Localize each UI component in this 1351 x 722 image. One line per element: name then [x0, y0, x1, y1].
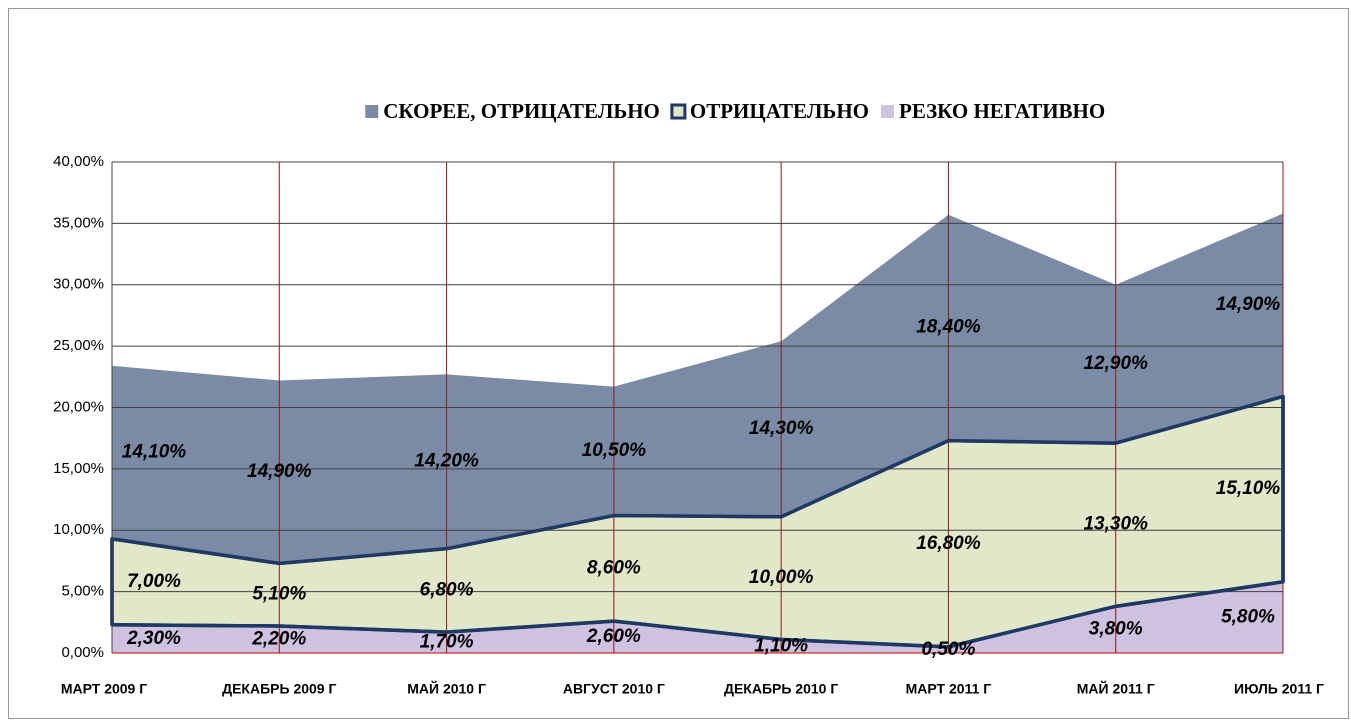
- legend-label: РЕЗКО НЕГАТИВНО: [899, 99, 1105, 123]
- value-label: 1,10%: [754, 635, 808, 656]
- y-tick-label: 0,00%: [61, 644, 104, 661]
- area: [112, 581, 1283, 653]
- value-label: 2,60%: [586, 626, 641, 647]
- y-tick-label: 10,00%: [53, 521, 104, 538]
- value-label: 2,30%: [126, 628, 181, 649]
- x-tick-label: МАЙ 2011 Г: [1077, 680, 1155, 697]
- value-label: 6,80%: [420, 579, 474, 600]
- y-tick-label: 30,00%: [53, 276, 104, 293]
- value-label: 1,70%: [420, 632, 474, 653]
- value-label: 10,00%: [749, 567, 814, 588]
- x-tick-label: ИЮЛЬ 2011 Г: [1234, 681, 1324, 697]
- y-tick-label: 35,00%: [53, 214, 104, 231]
- area-outline: [110, 394, 1285, 649]
- value-label: 12,90%: [1083, 353, 1148, 374]
- value-label: 5,10%: [252, 584, 306, 605]
- value-label: 14,10%: [122, 441, 187, 462]
- legend-label: ОТРИЦАТЕЛЬНО: [690, 99, 869, 123]
- x-tick-label: МАРТ 2011 Г: [906, 681, 992, 697]
- value-label: 3,80%: [1089, 619, 1143, 640]
- x-tick-label: МАЙ 2010 Г: [407, 680, 486, 697]
- value-label: 0,50%: [921, 639, 975, 660]
- y-tick-label: 25,00%: [53, 337, 104, 354]
- value-label: 7,00%: [127, 571, 181, 592]
- value-label: 10,50%: [582, 440, 647, 461]
- value-label: 13,30%: [1083, 514, 1148, 535]
- value-label: 8,60%: [587, 557, 641, 578]
- value-label: 14,90%: [247, 461, 312, 482]
- y-tick-label: 40,00%: [53, 153, 104, 170]
- value-label: 5,80%: [1221, 606, 1275, 627]
- x-tick-label: ДЕКАБРЬ 2010 Г: [724, 681, 838, 697]
- value-label: 2,20%: [251, 629, 306, 650]
- y-tick-label: 20,00%: [53, 398, 104, 415]
- area: [112, 213, 1283, 564]
- legend-swatch: [881, 105, 894, 118]
- legend-swatch: [670, 103, 687, 120]
- y-tick-label: 15,00%: [53, 460, 104, 477]
- legend-swatch: [365, 105, 379, 118]
- value-label: 14,90%: [1216, 294, 1281, 315]
- value-label: 14,30%: [749, 418, 814, 439]
- value-label: 14,20%: [414, 451, 479, 472]
- x-tick-label: ДЕКАБРЬ 2009 Г: [222, 681, 336, 697]
- value-label: 16,80%: [916, 533, 981, 554]
- x-tick-label: МАРТ 2009 Г: [61, 681, 147, 697]
- x-tick-label: АВГУСТ 2010 Г: [563, 681, 665, 697]
- value-label: 18,40%: [916, 317, 981, 338]
- y-tick-label: 5,00%: [61, 583, 104, 600]
- value-label: 15,10%: [1216, 478, 1281, 499]
- legend-label: СКОРЕЕ, ОТРИЦАТЕЛЬНО: [383, 99, 660, 123]
